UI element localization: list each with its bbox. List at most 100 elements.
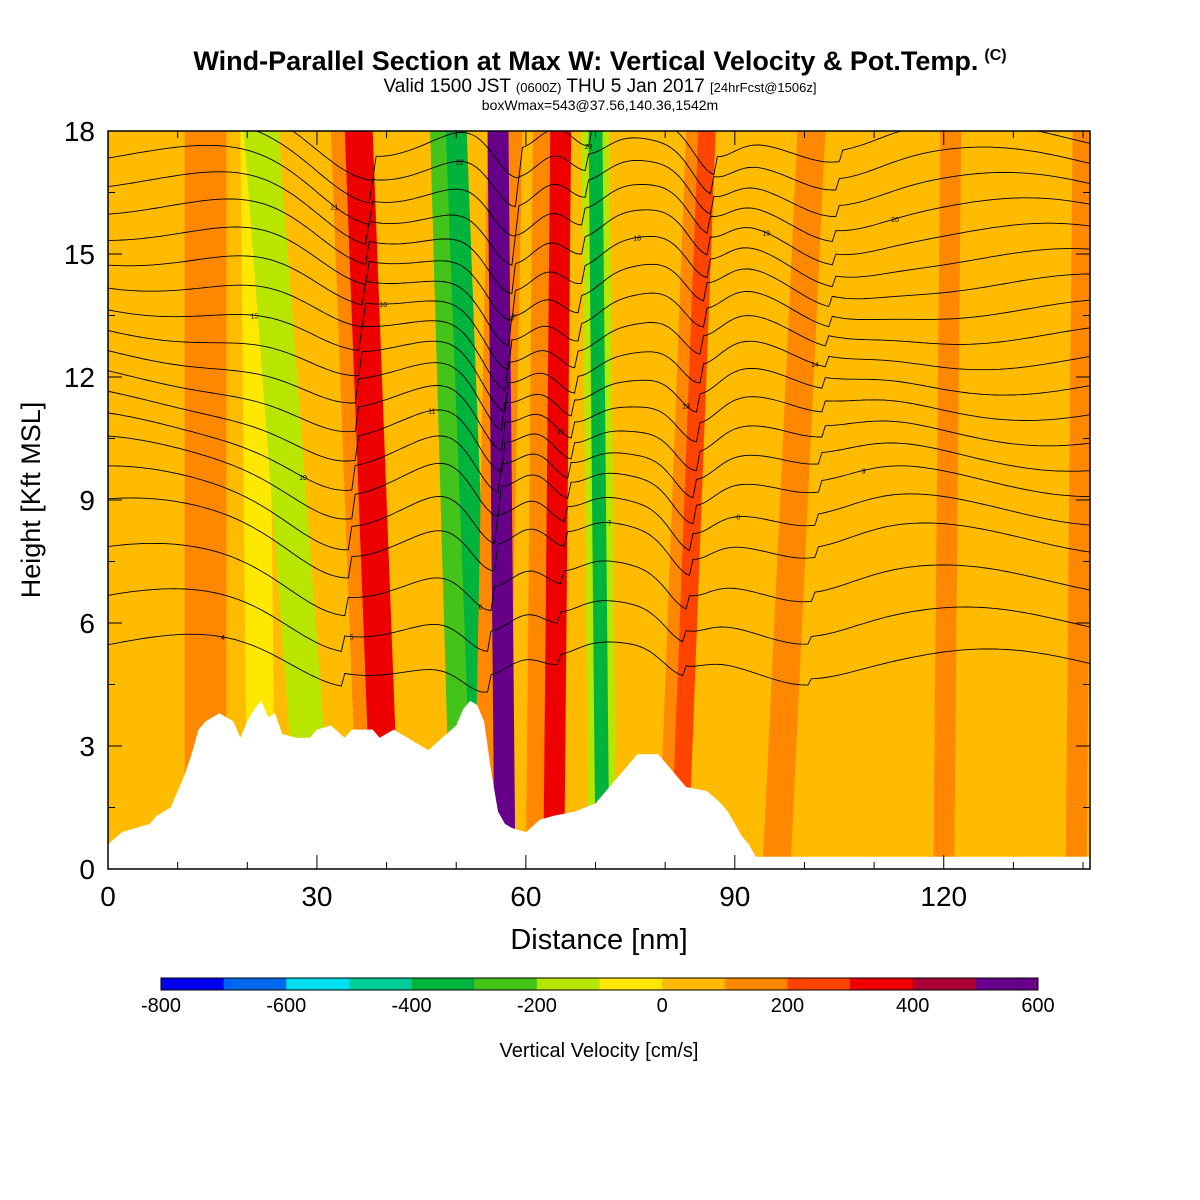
theta-contour-16 (108, 284, 1090, 370)
theta-contour-9 (108, 435, 1090, 525)
theta-contour-label: 16 (379, 302, 387, 309)
theta-contour-6 (108, 542, 1090, 617)
colorbar-bin (223, 978, 287, 990)
theta-contour-label: 4 (221, 635, 225, 642)
colorbar-tick-label: 400 (896, 995, 929, 1017)
theta-contour-label: 13 (682, 404, 690, 411)
theta-contour-4 (108, 633, 1090, 693)
colorbar-bin (348, 978, 413, 990)
velocity-band-9 (487, 131, 516, 869)
colorbar-tick-label: 600 (1021, 995, 1054, 1017)
theta-contour-17 (108, 255, 1090, 347)
colorbar-tick-label: -400 (392, 995, 432, 1017)
theta-contour-label: 7 (607, 521, 611, 528)
colorbar-label: Vertical Velocity [cm/s] (500, 1040, 699, 1062)
title-tag: (C) (984, 47, 1007, 64)
y-tick-label: 3 (79, 731, 95, 762)
velocity-band-5 (344, 131, 401, 869)
theta-contour-label: 10 (299, 475, 307, 482)
theta-contour-8 (108, 465, 1090, 552)
theta-contour-13 (108, 350, 1090, 432)
colorbar-bin (536, 978, 600, 990)
colorbar: -800 -600 -400 -200 0 200 400 600 (141, 977, 1055, 1017)
colorbar-bin (411, 978, 475, 990)
y-tick-label: 15 (64, 239, 95, 270)
y-tick-label: 18 (64, 116, 95, 147)
theta-contour-7 (108, 497, 1090, 579)
x-tick-label: 0 (100, 881, 116, 912)
chart-title-block: Wind-Parallel Section at Max W: Vertical… (0, 40, 1200, 112)
theta-contour-21 (108, 144, 1090, 237)
colorbar-bin (161, 978, 225, 990)
valid-prefix: Valid 1500 JST (383, 76, 511, 97)
theta-contour-5 (108, 588, 1090, 652)
chart-subtitle: Valid 1500 JST (0600Z) THU 5 Jan 2017 [2… (0, 77, 1200, 98)
velocity-band-3 (243, 131, 335, 869)
y-axis-label: Height [Kft MSL] (16, 402, 46, 599)
title-main: Wind-Parallel Section at Max W: Vertical… (193, 46, 979, 76)
x-tick-label: 60 (510, 881, 541, 912)
velocity-band-15 (670, 131, 716, 869)
theta-contour-10 (108, 412, 1090, 499)
theta-contour-14 (108, 330, 1090, 413)
axes: 0 30 60 90 120 0 3 6 9 12 15 18 (64, 116, 1090, 912)
theta-contour-label: 22 (456, 159, 464, 166)
colorbar-bin (286, 978, 350, 990)
theta-contour-label: 23 (585, 144, 593, 151)
theta-contour-20 (108, 171, 1090, 266)
velocity-band-19 (999, 131, 1042, 869)
theta-contour-12 (108, 370, 1090, 452)
velocity-band-0 (108, 131, 150, 869)
theta-contour-15 (108, 309, 1090, 392)
theta-contour-label: 14 (811, 362, 819, 369)
terrain (108, 700, 1090, 869)
velocity-band-11 (543, 131, 572, 869)
colorbar-frame (160, 977, 1039, 991)
colorbar-bin (787, 978, 851, 990)
terrain-mask (108, 700, 1090, 869)
colorbar-tick-label: -600 (266, 995, 306, 1017)
colorbar-bin (474, 978, 538, 990)
colorbar-tick-label: 0 (657, 995, 668, 1017)
x-axis-label: Distance [nm] (510, 924, 687, 956)
theta-contour-label: 11 (428, 408, 435, 415)
theta-contour-11 (108, 390, 1090, 473)
theta-contour-label: 6 (479, 605, 483, 612)
theta-contour-label: 19 (762, 231, 770, 238)
colorbar-bin (912, 978, 976, 990)
theta-contour-label: 20 (891, 217, 899, 224)
x-tick-label: 30 (301, 881, 332, 912)
box-info: boxWmax=543@37.56,140.36,1542m (481, 97, 719, 113)
y-tick-label: 0 (79, 854, 95, 885)
valid-date: THU 5 Jan 2017 (566, 76, 705, 97)
theta-contour-label: 12 (557, 429, 565, 436)
theta-contour-label: 21 (330, 204, 338, 211)
x-tick-label: 120 (920, 881, 967, 912)
theta-contour-label: 15 (250, 313, 258, 320)
colorbar-bin (662, 978, 726, 990)
velocity-band-13 (588, 131, 610, 869)
theta-contour-18 (108, 226, 1090, 322)
colorbar-tick-label: 200 (771, 995, 804, 1017)
velocity-band-18 (933, 131, 962, 869)
colorbar-bin (599, 978, 663, 990)
theta-contour-label: 5 (350, 635, 354, 642)
y-tick-label: 6 (79, 608, 95, 639)
valid-zulu: (0600Z) (515, 80, 562, 95)
theta-contour-label: 9 (862, 468, 866, 475)
valid-forecast: [24hrFcst@1506z] (710, 80, 817, 95)
theta-contour-label: 8 (736, 515, 740, 522)
colorbar-tick-label: -800 (141, 995, 181, 1017)
colorbar-bin (850, 978, 914, 990)
theta-contour-label: 18 (633, 235, 641, 242)
theta-contour-19 (108, 198, 1090, 295)
y-tick-label: 12 (64, 362, 95, 393)
colorbar-bin (724, 978, 788, 990)
x-tick-label: 90 (719, 881, 750, 912)
colorbar-tick-label: -200 (517, 995, 557, 1017)
velocity-band-16 (762, 131, 826, 869)
colorbar-bin (975, 978, 1039, 990)
y-tick-label: 9 (79, 485, 95, 516)
chart-title: Wind-Parallel Section at Max W: Vertical… (0, 40, 1200, 77)
